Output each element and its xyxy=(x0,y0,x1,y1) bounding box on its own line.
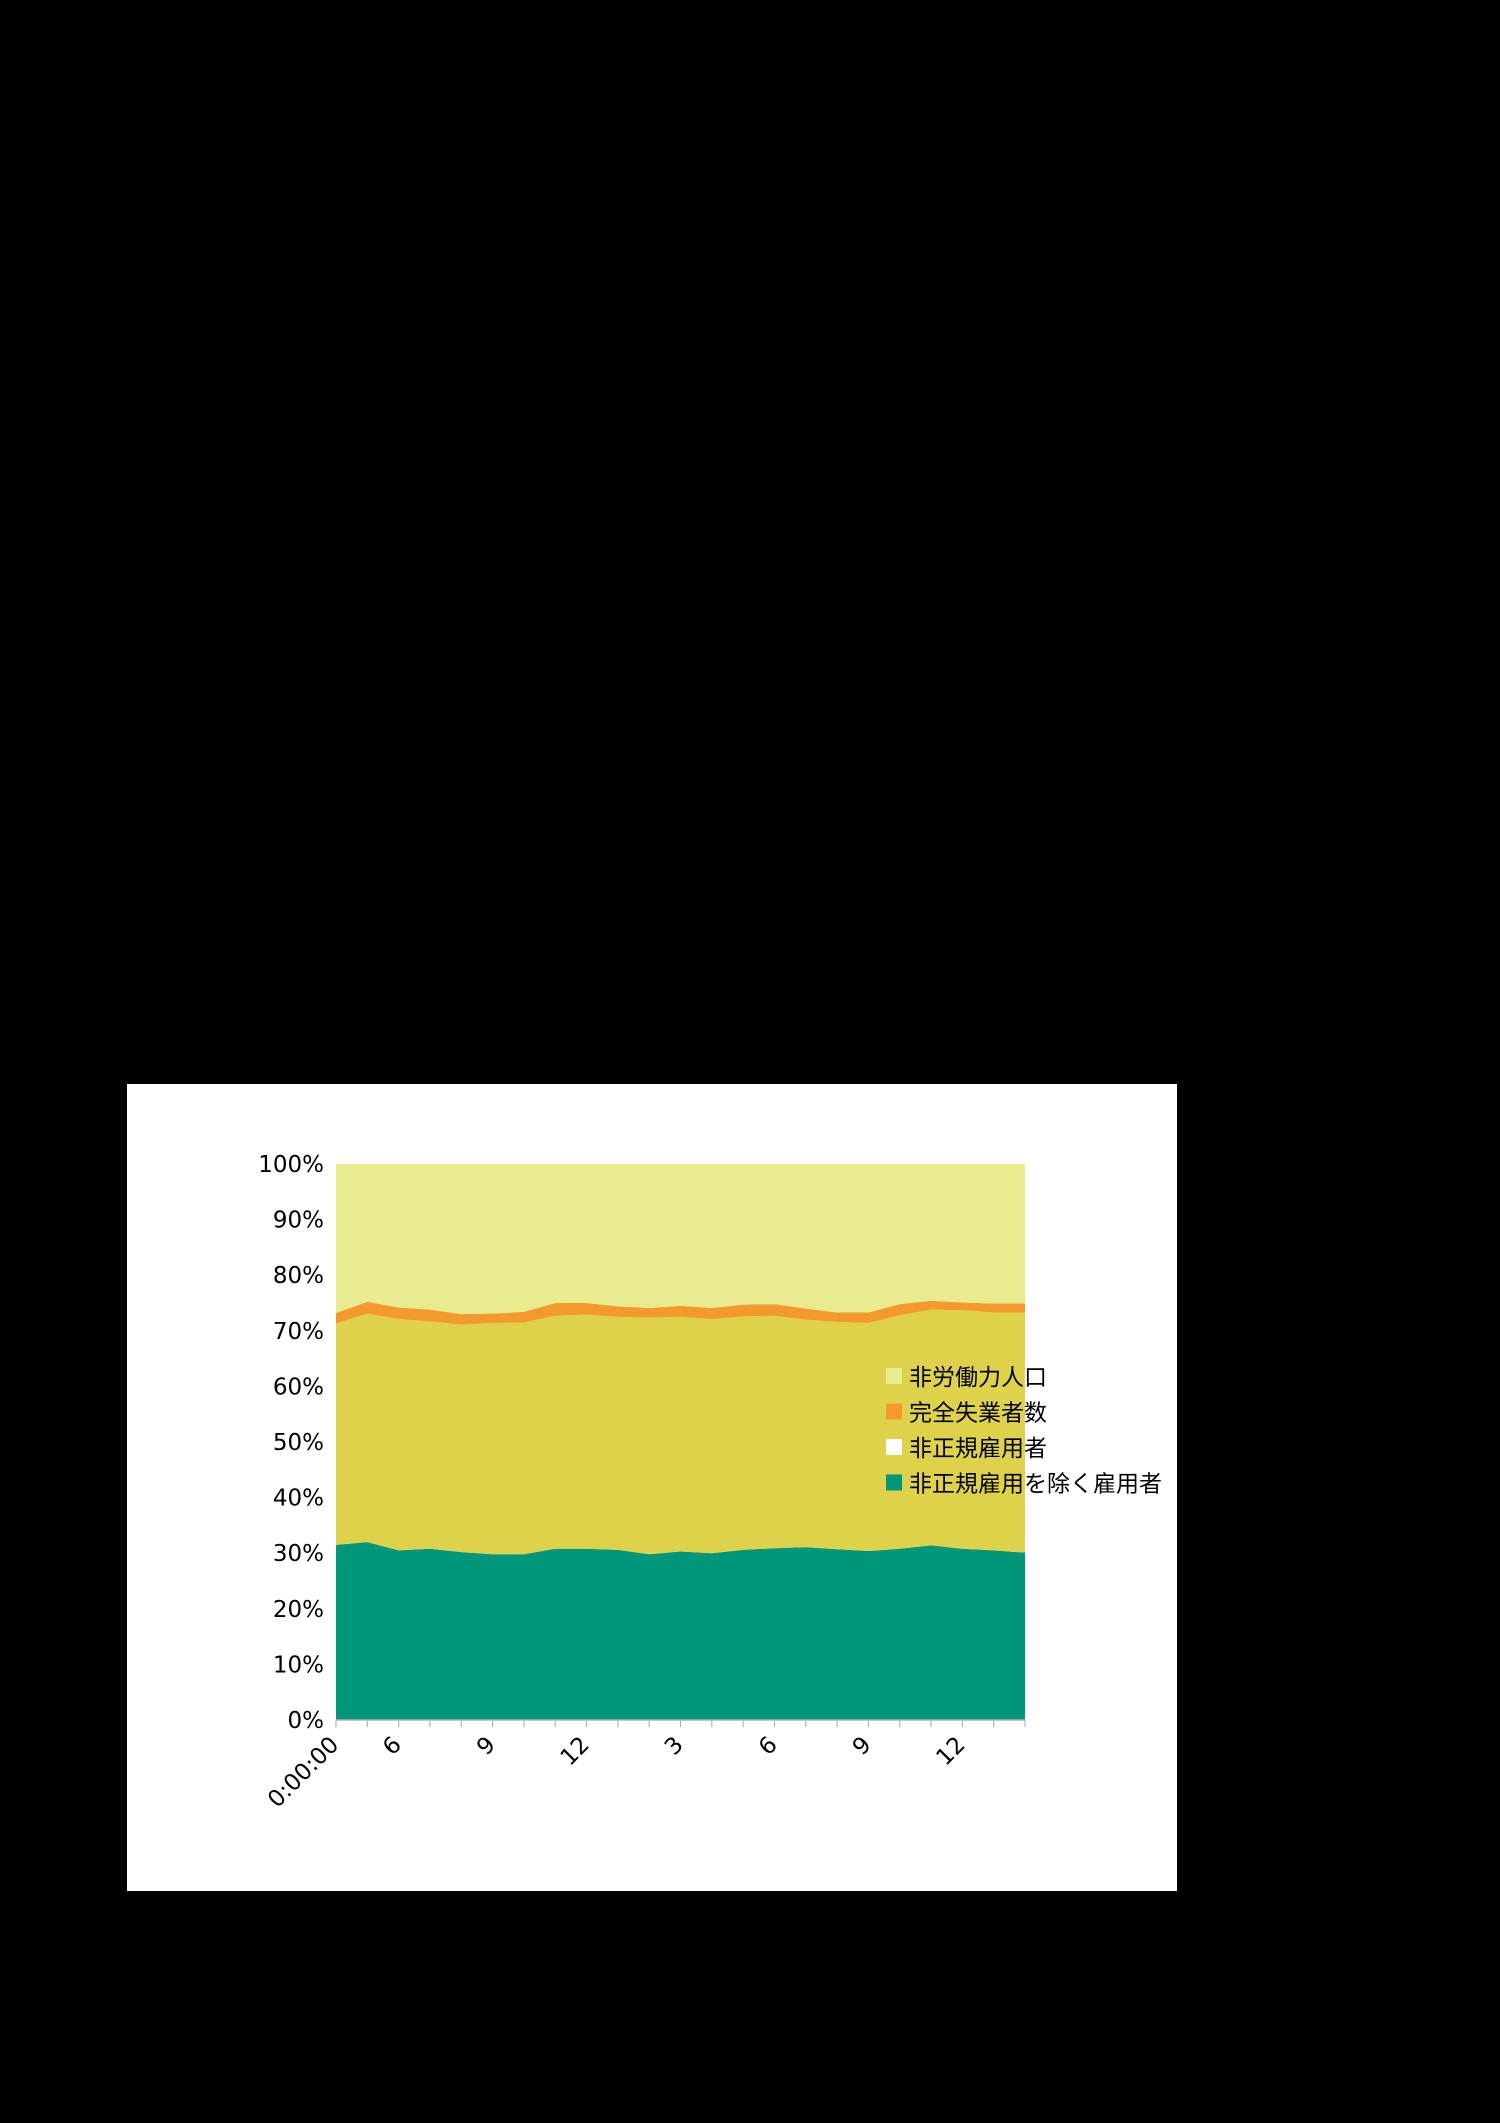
y-tick-label: 80% xyxy=(273,1263,324,1289)
chart-panel: 0% 10% 20% 30% 40% 50% 60% 70% 80% 90% 100% 0:00:00… xyxy=(127,1084,1177,1891)
stacked-area-chart: 0% 10% 20% 30% 40% 50% 60% 70% 80% 90% 100% 0:00:00… xyxy=(258,1152,1162,1813)
area-series-2 xyxy=(336,1300,1025,1325)
x-tick-label: 6 xyxy=(754,1732,783,1761)
x-tick-label: 12 xyxy=(932,1732,971,1771)
legend-swatch xyxy=(886,1439,902,1455)
y-tick-label: 100% xyxy=(258,1152,324,1178)
area-series-3 xyxy=(336,1164,1025,1315)
y-tick-label: 90% xyxy=(273,1208,324,1234)
legend-swatch xyxy=(886,1368,902,1384)
x-tick-label: 9 xyxy=(472,1732,501,1761)
legend-label: 非労働力人口 xyxy=(909,1365,1047,1391)
y-tick-label: 30% xyxy=(273,1541,324,1567)
y-tick-label: 10% xyxy=(273,1652,324,1678)
area-series-0 xyxy=(336,1542,1025,1720)
areas-layer xyxy=(336,1164,1025,1720)
y-tick-label: 70% xyxy=(273,1319,324,1345)
y-tick-label: 50% xyxy=(273,1430,324,1456)
x-tick-label: 9 xyxy=(848,1732,877,1761)
legend-swatch xyxy=(886,1474,902,1491)
y-tick-label: 0% xyxy=(288,1708,325,1734)
y-tick-label: 60% xyxy=(273,1374,324,1400)
x-tick-label: 12 xyxy=(556,1732,595,1771)
x-tick-label: 3 xyxy=(660,1732,689,1761)
legend-swatch xyxy=(886,1403,902,1420)
x-tick-label: 0:00:00 xyxy=(263,1732,344,1813)
area-series-1 xyxy=(336,1309,1025,1555)
legend-label: 完全失業者数 xyxy=(909,1401,1047,1427)
legend-label: 非正規雇用者 xyxy=(909,1436,1047,1462)
y-tick-label: 40% xyxy=(273,1486,324,1512)
x-tick-label: 6 xyxy=(378,1732,407,1761)
legend-label: 非正規雇用を除く雇用者 xyxy=(909,1472,1162,1498)
y-tick-label: 20% xyxy=(273,1597,324,1623)
